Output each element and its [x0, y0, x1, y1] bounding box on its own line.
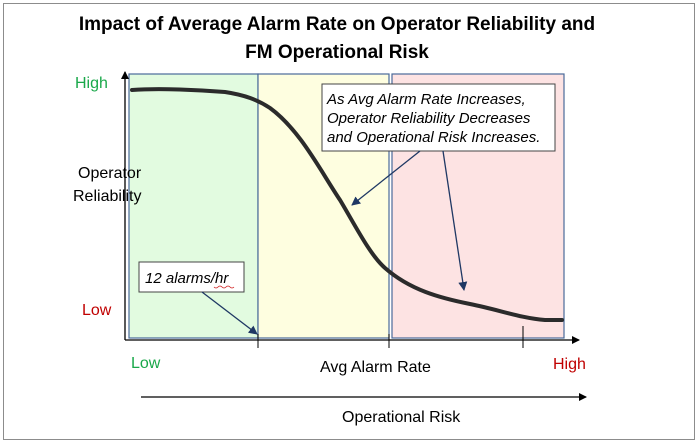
reliability-curve [130, 87, 564, 322]
trend-callout-arrow-curve [351, 150, 421, 206]
operational-risk-label: Operational Risk [342, 409, 461, 426]
x-axis-high-label: High [553, 356, 586, 373]
x-axis-label: Avg Alarm Rate [320, 359, 431, 376]
threshold-callout-text: 12 alarms/hr [145, 270, 229, 287]
title-line-2: FM Operational Risk [245, 42, 429, 63]
title-line-1: Impact of Average Alarm Rate on Operator… [79, 14, 595, 35]
trend-callout-box [321, 83, 556, 152]
x-axis-low-label: Low [131, 355, 161, 372]
threshold-callout-arrow [201, 291, 258, 335]
trend-callout-line-2: Operator Reliability Decreases [327, 110, 531, 127]
y-axis-high-label: High [75, 75, 108, 92]
y-axis-label-line-2: Reliability [73, 188, 141, 205]
threshold-spellcheck-underline [213, 285, 235, 289]
trend-callout-arrow-risk [442, 150, 468, 291]
trend-callout-line-1: As Avg Alarm Rate Increases, [326, 91, 526, 108]
threshold-callout-box [138, 261, 245, 293]
trend-callout-line-3: and Operational Risk Increases. [327, 129, 540, 146]
zone-low-rate [128, 73, 259, 339]
y-axis-label-line-1: Operator [78, 165, 142, 182]
y-axis-low-label: Low [82, 302, 112, 319]
